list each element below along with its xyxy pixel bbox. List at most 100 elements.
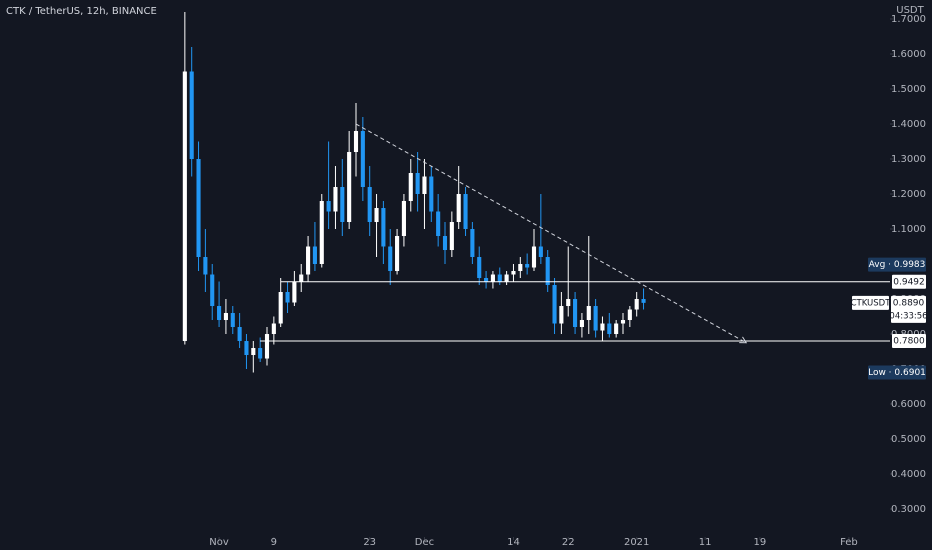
candle-body bbox=[395, 236, 400, 272]
candle-body bbox=[593, 306, 598, 331]
symbol-box bbox=[852, 295, 889, 310]
y-tick-label: 1.1000 bbox=[891, 224, 926, 235]
candle-body bbox=[271, 323, 276, 335]
y-tick-label: 0.6000 bbox=[891, 399, 926, 410]
candle-body bbox=[627, 309, 632, 321]
y-tick-label: 1.2000 bbox=[891, 189, 926, 200]
candle-body bbox=[415, 173, 420, 195]
x-tick-label: 14 bbox=[507, 537, 520, 548]
x-tick-label: 22 bbox=[562, 537, 575, 548]
candle-body bbox=[264, 334, 270, 359]
candle-body bbox=[340, 187, 345, 223]
candle-body bbox=[456, 194, 461, 223]
candle-body bbox=[408, 173, 413, 202]
level-label-box bbox=[892, 334, 926, 349]
candle-body bbox=[620, 320, 626, 324]
candle-body bbox=[360, 131, 365, 188]
candle-body bbox=[388, 246, 393, 272]
trendline-arrow bbox=[739, 336, 748, 344]
last-price-label: 0.8890 bbox=[893, 298, 925, 308]
candle-body bbox=[579, 320, 584, 328]
candle-body bbox=[531, 246, 537, 268]
candle-body bbox=[422, 176, 427, 195]
candle-body bbox=[470, 229, 475, 258]
candle-body bbox=[518, 264, 523, 272]
candle-body bbox=[504, 274, 509, 282]
candle-body bbox=[182, 71, 187, 342]
candle-body bbox=[436, 211, 441, 237]
candle-body bbox=[497, 274, 502, 282]
candle-body bbox=[210, 274, 215, 307]
y-tick-label: 1.7000 bbox=[891, 14, 926, 25]
candle-body bbox=[312, 246, 317, 265]
y-tick-label: 1.3000 bbox=[891, 154, 926, 165]
candle-body bbox=[217, 306, 222, 321]
y-tick-label: 0.3000 bbox=[891, 504, 926, 515]
level-label: 0.7800 bbox=[893, 337, 925, 347]
candle-body bbox=[237, 327, 242, 342]
candle-body bbox=[477, 257, 482, 279]
candle-body bbox=[442, 236, 448, 251]
candle-body bbox=[463, 194, 468, 230]
candle-body bbox=[278, 292, 283, 324]
candle-body bbox=[573, 299, 578, 328]
candle-body bbox=[566, 299, 571, 307]
candle-body bbox=[525, 264, 530, 268]
candle-body bbox=[511, 271, 516, 275]
candle-body bbox=[203, 257, 208, 275]
candle-body bbox=[306, 246, 311, 275]
candle-body bbox=[641, 299, 646, 303]
candle-body bbox=[223, 313, 228, 321]
y-tick-label: 1.4000 bbox=[891, 119, 926, 130]
candle-body bbox=[449, 222, 454, 251]
symbol-label: CTKUSDT bbox=[851, 298, 892, 308]
candle-body bbox=[299, 274, 304, 282]
x-tick-label: Nov bbox=[209, 537, 229, 548]
marker-box bbox=[868, 365, 926, 380]
chart-title: CTK / TetherUS, 12h, BINANCE bbox=[6, 6, 157, 17]
candle-body bbox=[600, 323, 605, 331]
candle-body bbox=[381, 208, 386, 247]
candle-body bbox=[552, 285, 557, 324]
candle-body bbox=[258, 348, 263, 359]
candle-body bbox=[353, 131, 359, 153]
x-tick-label: 2021 bbox=[624, 537, 649, 548]
x-tick-label: 23 bbox=[363, 537, 376, 548]
x-tick-label: Dec bbox=[415, 537, 434, 548]
level-label: 0.9492 bbox=[893, 277, 925, 287]
marker-label: Avg · 0.9983 bbox=[869, 260, 926, 270]
marker-box bbox=[868, 257, 926, 272]
candle-body bbox=[230, 313, 235, 328]
x-tick-label: 19 bbox=[754, 537, 767, 548]
candle-body bbox=[374, 208, 379, 223]
level-label-box bbox=[892, 274, 926, 289]
last-price-box bbox=[891, 295, 926, 323]
countdown-label: 04:33:56 bbox=[889, 311, 927, 321]
candle-body bbox=[484, 278, 489, 282]
candle-body bbox=[292, 281, 297, 303]
candle-body bbox=[634, 299, 639, 310]
candle-body bbox=[251, 348, 256, 356]
candle-body bbox=[326, 201, 331, 212]
candle-body bbox=[401, 201, 406, 237]
candle-body bbox=[559, 306, 564, 324]
y-tick-label: 0.5000 bbox=[891, 434, 926, 445]
candle-body bbox=[244, 341, 249, 356]
candle-body bbox=[196, 159, 201, 258]
y-tick-label: 1.6000 bbox=[891, 49, 926, 60]
candle-body bbox=[490, 274, 495, 282]
candle-body bbox=[614, 323, 619, 335]
candle-body bbox=[333, 187, 338, 212]
candle-body bbox=[285, 292, 290, 303]
candle-body bbox=[347, 152, 352, 223]
candle-body bbox=[586, 306, 591, 321]
candle-body bbox=[429, 176, 434, 212]
x-tick-label: Feb bbox=[840, 537, 858, 548]
y-tick-label: 1.5000 bbox=[891, 84, 926, 95]
x-tick-label: 11 bbox=[699, 537, 712, 548]
candle-body bbox=[189, 71, 194, 160]
candle-body bbox=[367, 187, 372, 223]
candle-body bbox=[538, 246, 543, 258]
